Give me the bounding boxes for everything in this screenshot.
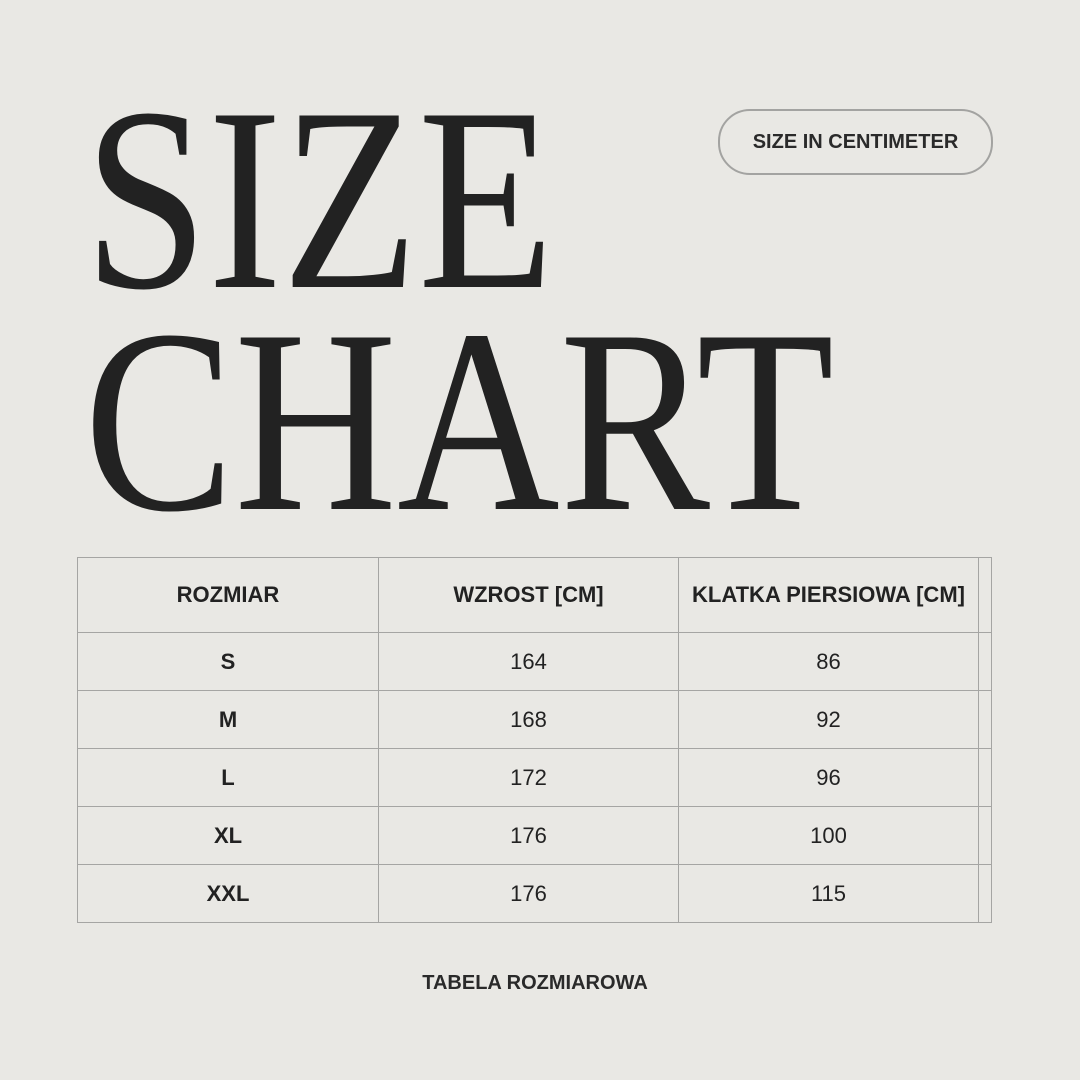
cell-chest: 100 — [678, 806, 979, 865]
footer-caption: TABELA ROZMIAROWA — [422, 972, 648, 994]
table-row: M 168 92 — [77, 690, 992, 749]
cell-size: S — [77, 632, 379, 691]
cell-size: XL — [77, 806, 379, 865]
header-height: WZROST [CM] — [378, 557, 679, 633]
table-header-row: ROZMIAR WZROST [CM] KLATKA PIERSIOWA [CM… — [77, 557, 992, 633]
header-size: ROZMIAR — [77, 557, 379, 633]
cell-chest: 96 — [678, 748, 979, 807]
cell-size: L — [77, 748, 379, 807]
cell-chest: 92 — [678, 690, 979, 749]
cell-height: 168 — [378, 690, 679, 749]
title-line-1: SIZE — [84, 54, 555, 344]
cell-height: 176 — [378, 806, 679, 865]
cell-chest: 115 — [678, 864, 979, 923]
table-row: XL 176 100 — [77, 806, 992, 865]
cell-height: 164 — [378, 632, 679, 691]
cell-empty — [978, 690, 992, 749]
table-row: S 164 86 — [77, 632, 992, 691]
cell-size: M — [77, 690, 379, 749]
size-unit-badge: SIZE IN CENTIMETER — [718, 109, 993, 175]
header-chest: KLATKA PIERSIOWA [CM] — [678, 557, 979, 633]
size-table: ROZMIAR WZROST [CM] KLATKA PIERSIOWA [CM… — [77, 557, 992, 923]
cell-height: 176 — [378, 864, 679, 923]
table-row: XXL 176 115 — [77, 864, 992, 923]
cell-empty — [978, 748, 992, 807]
cell-chest: 86 — [678, 632, 979, 691]
cell-height: 172 — [378, 748, 679, 807]
cell-size: XXL — [77, 864, 379, 923]
table-row: L 172 96 — [77, 748, 992, 807]
cell-empty — [978, 632, 992, 691]
cell-empty — [978, 806, 992, 865]
title-line-2: CHART — [84, 276, 835, 566]
cell-empty — [978, 864, 992, 923]
header-empty — [978, 557, 992, 633]
